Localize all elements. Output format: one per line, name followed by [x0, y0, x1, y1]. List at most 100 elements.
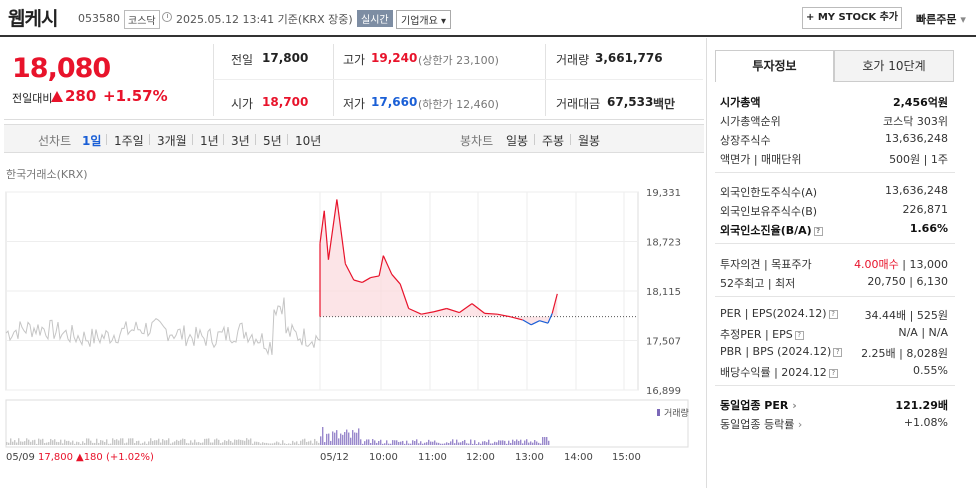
volume-bar	[88, 438, 90, 445]
volume-bar	[514, 441, 516, 445]
volume-frame	[5, 399, 689, 448]
price-segment	[323, 210, 330, 260]
volume-bar	[516, 439, 518, 445]
volume-bar	[480, 443, 482, 445]
add-my-stock-button[interactable]: + MY STOCK 추가	[802, 7, 902, 29]
volume-bar	[460, 442, 462, 445]
volume-bar	[124, 443, 126, 445]
chevron-right-icon[interactable]: ›	[788, 399, 797, 412]
help-icon[interactable]: ?	[794, 331, 804, 340]
volume-bar	[46, 442, 48, 445]
volume-bar	[442, 443, 444, 445]
volume-bar	[326, 433, 328, 445]
x-tick-label: 12:00	[466, 452, 495, 463]
volume-bar	[212, 442, 214, 445]
sector-change-value: +1.08%	[903, 416, 948, 429]
volume-bar	[156, 440, 158, 445]
period-1y[interactable]: 1년	[200, 134, 219, 148]
volume-bar	[354, 432, 356, 445]
volume-bar	[142, 442, 144, 445]
volume-bar	[44, 443, 46, 445]
pbr-text: PBR | BPS (2024.12)	[720, 345, 832, 358]
per-value: 34.44배 | 525원	[864, 309, 948, 322]
quick-order-button[interactable]: 빠른주문 ▾	[916, 11, 966, 27]
volume-bar	[330, 440, 332, 445]
volume-bar	[484, 441, 486, 445]
volume-bar	[360, 439, 362, 445]
volume-bar	[210, 442, 212, 445]
x-tick-label: 13:00	[515, 452, 544, 463]
est-per-text: 추정PER | EPS	[720, 328, 793, 341]
help-icon[interactable]: ?	[833, 348, 843, 357]
period-3m[interactable]: 3개월	[157, 134, 187, 148]
per-label: PER | EPS(2024.12)?	[720, 307, 838, 320]
volume-bar	[170, 443, 172, 445]
chevron-right-icon[interactable]: ›	[794, 418, 803, 431]
volume-bar	[80, 443, 82, 445]
volume-bar	[14, 440, 16, 445]
volume-bar	[524, 440, 526, 445]
tab-order-book[interactable]: 호가 10단계	[834, 50, 954, 82]
market-badge: 코스닥	[124, 10, 160, 29]
volume-bar	[294, 442, 296, 445]
candle-monthly[interactable]: 월봉	[578, 134, 601, 148]
volume-bar	[458, 442, 460, 445]
price-segment	[433, 307, 447, 313]
volume-bar	[362, 443, 364, 445]
volume-bar	[136, 441, 138, 445]
volume-bar	[50, 438, 52, 445]
amount-value: 67,533	[607, 95, 654, 109]
period-3y[interactable]: 3년	[231, 134, 250, 148]
help-icon[interactable]: ?	[813, 227, 823, 236]
volume-bar	[404, 443, 406, 445]
price-segment	[344, 263, 355, 281]
volume-bar	[380, 439, 382, 445]
volume-bar	[308, 441, 310, 445]
help-icon[interactable]: ?	[828, 310, 838, 319]
period-1d[interactable]: 1일	[82, 134, 102, 148]
volume-bar	[274, 442, 276, 445]
volume-bar	[58, 442, 60, 445]
volume-bar	[116, 439, 118, 445]
volume-bar	[232, 442, 234, 445]
open-label: 시가	[231, 97, 254, 111]
volume-bar	[406, 440, 408, 445]
price-area	[320, 199, 558, 325]
volume-bar	[258, 442, 260, 445]
candle-weekly[interactable]: 주봉	[542, 134, 565, 148]
volume-bar	[546, 437, 548, 445]
volume-bar	[82, 441, 84, 445]
company-overview-button[interactable]: 기업개요 ▾	[396, 10, 452, 29]
tab-invest-info[interactable]: 투자정보	[715, 50, 834, 82]
foreign-hold-label: 외국인보유주식수(B)	[720, 205, 818, 218]
volume-bar	[438, 442, 440, 445]
candle-daily[interactable]: 일봉	[506, 134, 529, 148]
price-chart[interactable]: 19,331 18,723 18,115 17,507 16,899 거래량 05/12…	[0, 180, 704, 488]
volume-bar	[56, 441, 58, 445]
volume-bar	[92, 442, 94, 445]
volume-bar	[502, 440, 504, 445]
period-5y[interactable]: 5년	[263, 134, 282, 148]
price-segment	[539, 320, 549, 324]
price-segment	[484, 312, 498, 315]
divider	[715, 243, 955, 244]
price-segment	[399, 283, 410, 309]
volume-bar	[416, 439, 418, 445]
volume-bar	[140, 443, 142, 445]
volume-bar	[256, 441, 258, 445]
volume-bar	[412, 440, 414, 445]
period-1w[interactable]: 1주일	[114, 134, 144, 148]
volume-bar	[160, 442, 162, 445]
price-segment	[378, 255, 384, 277]
volume-bar	[418, 443, 420, 445]
volume-bar	[528, 442, 530, 445]
volume-bar	[72, 440, 74, 445]
volume-bar	[508, 440, 510, 445]
help-icon[interactable]: ?	[828, 369, 838, 378]
volume-bar	[252, 443, 254, 445]
volume-bar	[518, 440, 520, 445]
period-10y[interactable]: 10년	[295, 134, 322, 148]
volume-bar	[8, 442, 10, 445]
realtime-badge: 실시간	[357, 10, 393, 27]
dividend-text: 배당수익률 | 2024.12	[720, 366, 827, 379]
